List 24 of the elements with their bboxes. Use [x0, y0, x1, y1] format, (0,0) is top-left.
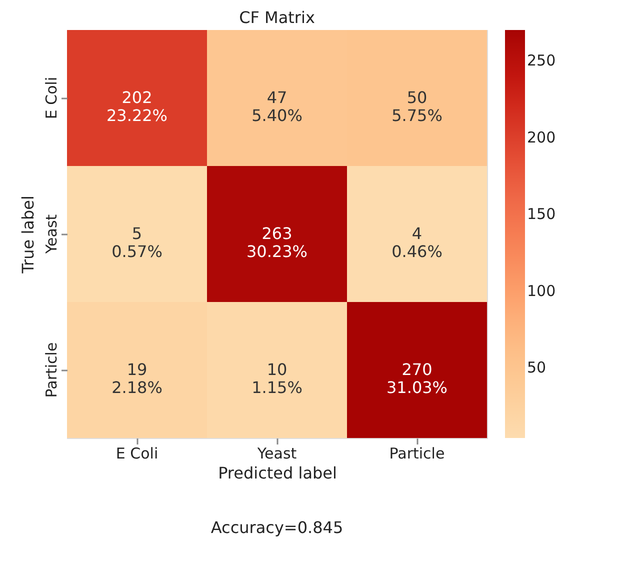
data-label: 47 5.40% — [252, 88, 302, 125]
color-bar-label: 50 — [527, 358, 546, 376]
color-bar-label: 100 — [527, 282, 556, 300]
data-label: 202 23.22% — [106, 88, 168, 125]
data-label: 50 5.75% — [392, 88, 442, 125]
chart-title: CF Matrix — [239, 8, 315, 27]
color-bar-label: 250 — [527, 52, 556, 70]
x-tick-label: Particle — [389, 444, 445, 462]
y-tick-label: Particle — [42, 342, 60, 398]
data-label: 263 30.23% — [246, 224, 308, 261]
data-label: 4 0.46% — [392, 224, 442, 261]
color-bar-label: 150 — [527, 205, 556, 224]
data-label: 5 0.57% — [112, 224, 162, 261]
color-bar-label: 200 — [527, 128, 556, 146]
y-tick-label: Yeast — [42, 214, 60, 255]
y-tick-label: E Coli — [42, 76, 60, 120]
x-axis-title: Predicted label — [218, 464, 337, 482]
x-tick-label: E Coli — [116, 444, 158, 462]
data-label: 19 2.18% — [112, 360, 162, 397]
data-label: 270 31.03% — [386, 360, 448, 397]
y-axis-title: True label — [18, 196, 38, 274]
x-tick-label: Yeast — [256, 444, 297, 462]
text: Accuracy=0.845 — [210, 518, 344, 537]
data-label: 10 1.15% — [252, 360, 302, 397]
